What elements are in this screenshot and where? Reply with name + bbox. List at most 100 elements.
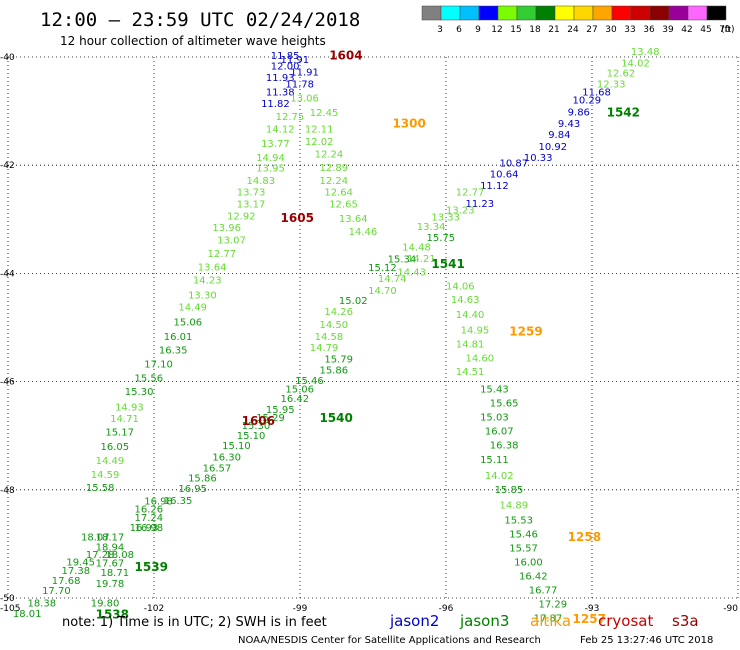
jason3-wave-height: 16.42 (519, 572, 548, 583)
pass-time-label: 1258 (568, 530, 601, 544)
pass-time-label: 1606 (242, 414, 275, 428)
jason3-wave-height: 14.49 (96, 456, 125, 467)
colorbar-swatch (497, 5, 518, 21)
jason3-wave-height: 16.98 (135, 523, 164, 534)
jason3-wave-height: 17.28 (86, 550, 115, 561)
colorbar-swatch (554, 5, 575, 21)
colorbar-label: 9 (475, 25, 481, 35)
jason3-wave-height: 14.93 (115, 402, 144, 413)
y-tick-label: -40 (0, 53, 15, 63)
x-tick-label: -90 (723, 604, 738, 614)
colorbar-label: 21 (548, 25, 559, 35)
jason3-wave-height: 16.07 (485, 427, 514, 438)
colorbar-swatch (421, 5, 442, 21)
jason3-wave-height: 14.95 (461, 325, 490, 336)
pass-time-label: 1540 (319, 411, 352, 425)
jason3-wave-height: 16.38 (490, 441, 519, 452)
colorbar-label: 18 (529, 25, 541, 35)
x-tick-label: -105 (0, 604, 20, 614)
jason3-wave-height: 12.33 (597, 79, 626, 90)
jason3-wave-height: 15.30 (125, 387, 154, 398)
jason3-wave-height: 15.58 (86, 483, 115, 494)
pass-time-label: 1539 (135, 560, 168, 574)
colorbar-label: 39 (662, 25, 674, 35)
jason3-wave-height: 15.06 (285, 384, 314, 395)
x-tick-label: -96 (439, 604, 454, 614)
jason3-wave-height: 15.12 (368, 263, 397, 274)
jason3-wave-height: 15.75 (427, 233, 456, 244)
jason3-wave-height: 14.12 (266, 125, 295, 136)
colorbar-swatch (459, 5, 480, 21)
jason3-wave-height: 16.00 (514, 558, 543, 569)
jason3-wave-height: 18.38 (27, 599, 56, 610)
satellite-legend: jason2 jason3 altika cryosat s3a (389, 612, 699, 630)
jason2-wave-height: 11.82 (261, 99, 290, 110)
jason3-wave-height: 17.67 (96, 559, 125, 570)
jason3-wave-height: 15.53 (504, 515, 533, 526)
jason2-wave-height: 10.87 (500, 158, 529, 169)
jason3-wave-height: 12.24 (315, 150, 344, 161)
jason3-wave-height: 13.64 (198, 263, 227, 274)
jason3-wave-height: 13.33 (431, 212, 460, 223)
jason2-wave-height: 12.00 (271, 61, 300, 72)
colorbar-swatch (516, 5, 537, 21)
jason2-wave-height: 11.12 (480, 181, 509, 192)
jason3-wave-height: 14.02 (485, 471, 514, 482)
jason3-wave-height: 13.96 (212, 223, 241, 234)
axis-ticks: -105 -102 -99 -96 -93 -90 -40 -42 -44 -46 -48 -50 (0, 53, 738, 614)
jason3-wave-height: 16.01 (164, 332, 193, 343)
jason3-wave-height: 15.56 (135, 374, 164, 385)
jason3-wave-height: 18.07 (81, 533, 110, 544)
x-tick-label: -99 (293, 604, 308, 614)
colorbar-swatch (573, 5, 594, 21)
jason3-wave-height: 19.80 (91, 599, 120, 610)
jason3-wave-height: 14.50 (319, 320, 348, 331)
colorbar-label: 70 (719, 25, 731, 35)
jason3-wave-height: 13.30 (188, 290, 217, 301)
jason3-wave-height: 14.06 (446, 282, 475, 293)
jason3-wave-height: 15.43 (480, 384, 509, 395)
legend-cryosat: cryosat (598, 612, 653, 630)
jason3-wave-height: 12.62 (607, 68, 636, 79)
jason2-wave-height: 11.93 (266, 73, 295, 84)
jason3-wave-height: 14.23 (193, 276, 222, 287)
colorbar: 3 6 9 12 15 18 21 24 27 30 33 36 39 42 45 70(ft) (421, 5, 735, 35)
jason3-wave-height: 19.78 (96, 579, 125, 590)
jason3-wave-height: 13.23 (446, 205, 475, 216)
jason2-wave-height: 11.85 (271, 51, 300, 62)
jason3-wave-height: 13.34 (417, 222, 446, 233)
jason3-wave-height: 15.03 (480, 413, 509, 424)
jason3-wave-height: 14.81 (456, 340, 485, 351)
jason2-wave-height: 9.43 (558, 119, 580, 130)
x-tick-label: -102 (144, 604, 164, 614)
pass-time-label: 1604 (329, 49, 362, 63)
jason3-wave-height: 13.95 (256, 164, 285, 175)
jason3-wave-height: 14.21 (407, 254, 436, 265)
jason3-wave-height: 15.85 (495, 485, 524, 496)
colorbar-label: 27 (586, 25, 597, 35)
pass-time-label: 1605 (281, 211, 314, 225)
jason3-wave-height: 14.40 (456, 310, 485, 321)
jason3-wave-height: 19.45 (66, 558, 95, 569)
colorbar-label: 42 (681, 25, 692, 35)
colorbar-label: 6 (456, 25, 462, 35)
pass-time-label: 1542 (607, 106, 640, 120)
jason3-wave-height: 15.11 (480, 455, 509, 466)
jason2-wave-height: 11.38 (266, 87, 295, 98)
jason3-wave-height: 16.42 (281, 394, 310, 405)
jason3-wave-height: 15.02 (339, 296, 368, 307)
jason3-wave-height: 13.48 (631, 47, 660, 58)
y-tick-label: -44 (0, 269, 15, 279)
jason3-wave-height: 17.24 (135, 513, 164, 524)
legend-s3a: s3a (672, 612, 699, 630)
jason3-wave-height: 12.02 (305, 137, 334, 148)
data-tracks: 11.8511.9112.0011.9111.9311.7811.3811.82… (13, 47, 660, 624)
jason2-wave-height: 11.91 (290, 67, 319, 78)
jason2-wave-height: 10.29 (573, 96, 602, 107)
legend-jason3: jason3 (459, 612, 509, 630)
jason3-wave-height: 17.10 (144, 360, 173, 371)
jason3-wave-height: 15.57 (509, 543, 538, 554)
colorbar-label: 24 (567, 25, 579, 35)
jason3-wave-height: 15.86 (188, 474, 217, 485)
